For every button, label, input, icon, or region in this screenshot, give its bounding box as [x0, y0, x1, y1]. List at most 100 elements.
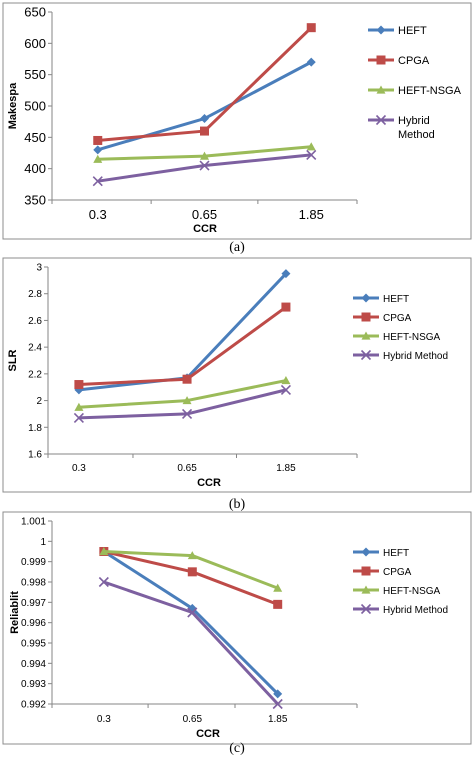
- legend-label: HEFT: [383, 294, 409, 305]
- x-axis-label: CCR: [196, 728, 220, 740]
- marker-heft-nsga-legend: [376, 85, 386, 94]
- panel-caption: (a): [229, 240, 245, 255]
- marker-cpga-2: [281, 302, 291, 312]
- x-tick-label: 0.65: [192, 207, 217, 222]
- legend-item: Hybrid Method: [368, 114, 435, 141]
- marker-cpga-legend: [361, 566, 371, 576]
- marker-cpga-0: [93, 135, 103, 145]
- marker-hybrid-method-legend: [360, 603, 372, 615]
- marker-heft-nsga-legend: [361, 585, 371, 594]
- marker-cpga-legend: [361, 312, 371, 322]
- legend-item: HEFT-NSGA: [368, 85, 462, 97]
- x-tick-label: 1.85: [299, 207, 324, 222]
- y-axis-label: SLR: [7, 349, 19, 371]
- marker-heft-nsga-0: [74, 402, 84, 411]
- y-tick-label: 550: [24, 67, 46, 82]
- marker-hybrid-method-0: [92, 176, 103, 187]
- y-tick-label: 0.993: [21, 679, 46, 690]
- legend-label: HEFT: [383, 548, 409, 559]
- y-tick-label: 0.999: [21, 557, 46, 568]
- marker-cpga-0: [74, 380, 84, 390]
- x-tick-label: 0.65: [177, 463, 197, 474]
- legend-label: HEFT-NSGA: [398, 85, 462, 97]
- legend-item: HEFT: [353, 547, 409, 559]
- y-tick-label: 600: [24, 36, 46, 51]
- marker-hybrid-method-2: [306, 149, 317, 160]
- y-tick-label: 0.996: [21, 618, 46, 629]
- marker-hybrid-method-2: [280, 384, 291, 395]
- y-tick-label: 1.001: [21, 517, 46, 528]
- series-heft-nsga: [99, 547, 283, 592]
- legend-label: CPGA: [398, 55, 430, 67]
- marker-heft-nsga-2: [306, 142, 316, 151]
- y-tick-label: 0.997: [21, 598, 46, 609]
- y-tick-label: 450: [24, 130, 46, 145]
- y-tick-label: 0.998: [21, 578, 46, 589]
- legend-item: CPGA: [368, 55, 430, 67]
- marker-hybrid-method-1: [187, 607, 198, 618]
- marker-heft-legend: [361, 293, 371, 303]
- series-hybrid-method: [98, 576, 283, 710]
- y-tick-label: 0.992: [21, 700, 46, 711]
- legend-label: Hybrid Method: [383, 351, 448, 362]
- x-tick-label: 0.3: [89, 207, 107, 222]
- chart-panel-a: 350 400 450 500 550 600 650 0.3 0.65 1.85 CCR Makes…: [2, 2, 472, 240]
- marker-heft-nsga-legend: [361, 331, 371, 340]
- x-axis-label: CCR: [197, 477, 221, 489]
- series-cpga: [74, 302, 291, 390]
- legend-label: CPGA: [383, 567, 412, 578]
- legend-label: HEFT-NSGA: [383, 586, 441, 597]
- marker-hybrid-method-0: [98, 576, 109, 588]
- panel-caption: (c): [229, 741, 245, 756]
- y-tick-label: 2.2: [28, 369, 42, 380]
- marker-hybrid-method-legend: [360, 349, 372, 361]
- y-tick-label: 2.8: [28, 289, 42, 300]
- legend: HEFT CPGA HEFT-NSGA Hybrid Method: [368, 25, 462, 141]
- marker-heft-nsga-0: [99, 547, 109, 556]
- x-tick-label: 0.3: [97, 714, 111, 725]
- x-tick-label: 1.85: [276, 463, 296, 474]
- marker-hybrid-method-2: [272, 698, 283, 710]
- marker-heft-legend: [361, 547, 371, 557]
- chart-panel-b: 1.6 1.8 2 2.2 2.4 2.6 2.8 3 0.3 0.65 1.85 CCR SLR HEF…: [2, 257, 472, 493]
- marker-heft-nsga-2: [273, 583, 283, 592]
- y-tick-label: 0.995: [21, 639, 46, 650]
- y-tick-label: 2: [36, 396, 42, 407]
- marker-heft-legend: [376, 25, 386, 35]
- series-heft-nsga: [93, 142, 316, 163]
- y-tick-label: 350: [24, 193, 46, 208]
- marker-cpga-2: [306, 23, 316, 33]
- chart-frame: [2, 257, 472, 493]
- legend-item: HEFT: [353, 293, 409, 305]
- marker-cpga-1: [182, 374, 192, 384]
- marker-heft-0: [93, 145, 103, 155]
- legend-label: Hybrid Method: [383, 605, 448, 616]
- marker-heft-nsga-1: [187, 551, 197, 560]
- marker-cpga-legend: [376, 55, 386, 65]
- series-heft-nsga: [74, 376, 291, 411]
- marker-heft-2: [281, 269, 291, 279]
- y-tick-label: 2.6: [28, 316, 42, 327]
- x-tick-label: 0.3: [72, 463, 86, 474]
- series-heft: [93, 57, 316, 155]
- marker-heft-nsga-0: [93, 154, 103, 163]
- legend-item: CPGA: [353, 312, 412, 324]
- series-cpga: [93, 23, 316, 145]
- marker-heft-nsga-2: [281, 376, 291, 385]
- y-tick-label: 650: [24, 5, 46, 20]
- marker-cpga-1: [200, 126, 209, 136]
- legend-item: HEFT-NSGA: [353, 331, 441, 343]
- legend: HEFT CPGA HEFT-NSGA Hybrid Method: [353, 293, 448, 362]
- marker-heft-nsga-1: [200, 151, 209, 160]
- y-tick-label: 1.6: [28, 450, 42, 461]
- marker-hybrid-method-1: [181, 408, 193, 419]
- chart-panel-c: 0.992 0.993 0.994 0.995 0.996 0.997 0.998 0.999…: [2, 511, 472, 745]
- marker-hybrid-method-1: [199, 160, 210, 171]
- legend-label: Method: [398, 129, 435, 141]
- panel-caption: (b): [229, 497, 246, 512]
- legend-label: HEFT: [398, 25, 427, 37]
- legend-item: Hybrid Method: [353, 603, 448, 616]
- marker-heft-nsga-1: [182, 396, 192, 405]
- legend-item: HEFT-NSGA: [353, 585, 441, 597]
